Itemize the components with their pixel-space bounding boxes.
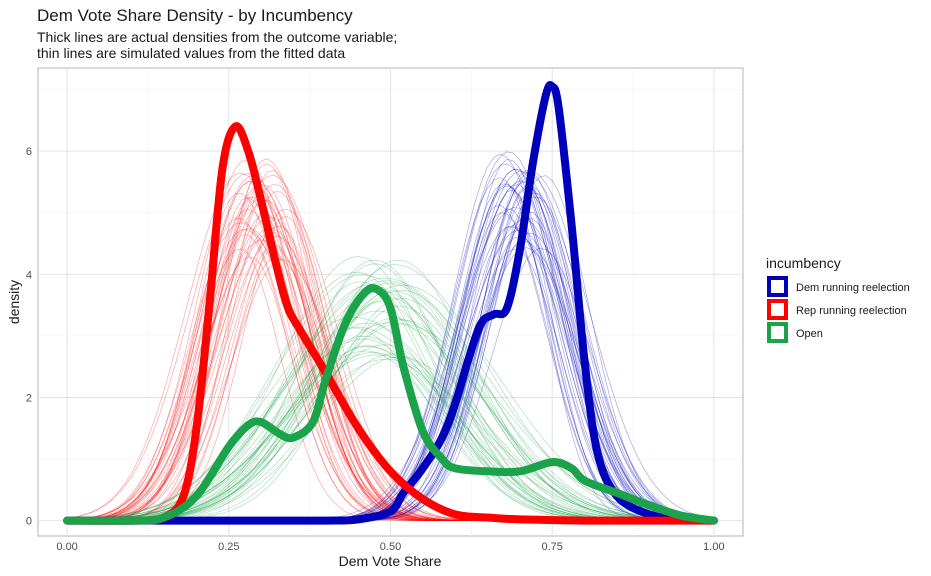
x-tick-label: 1.00 [703,541,724,553]
legend-key [767,276,788,297]
y-tick-label: 4 [26,269,32,281]
actual-density-line [63,284,718,525]
actual-density-line [63,122,718,525]
x-tick-label: 0.00 [56,541,77,553]
chart-subtitle-line-1: Thick lines are actual densities from th… [37,29,397,45]
legend-label: Dem running reelection [796,282,910,294]
legend: incumbency Dem running reelection Rep run… [766,255,910,343]
simulated-density-line [67,277,714,521]
x-tick-label: 0.25 [218,541,239,553]
simulated-density-line [67,291,714,521]
legend-title: incumbency [766,255,841,271]
chart-title: Dem Vote Share Density - by Incumbency [37,6,353,25]
simulated-density-line [67,274,714,521]
y-tick-label: 0 [26,516,32,528]
x-tick-label: 0.50 [380,541,401,553]
y-tick-label: 2 [26,392,32,404]
legend-key [767,322,788,343]
actual-density-lines [63,81,718,525]
legend-key [767,299,788,320]
x-axis-ticks: 0.00 0.25 0.50 0.75 1.00 [56,541,724,553]
simulated-density-line [67,316,714,521]
x-axis-title: Dem Vote Share [339,553,442,569]
legend-label: Rep running reelection [796,305,907,317]
actual-density-line [63,81,718,525]
simulated-density-line [67,280,714,521]
y-tick-label: 6 [26,146,32,158]
y-axis-title: density [6,280,22,324]
x-tick-label: 0.75 [541,541,562,553]
y-axis-ticks: 0 2 4 6 [26,146,32,527]
chart-subtitle-line-2: thin lines are simulated values from the… [37,45,345,61]
legend-label: Open [796,328,823,340]
